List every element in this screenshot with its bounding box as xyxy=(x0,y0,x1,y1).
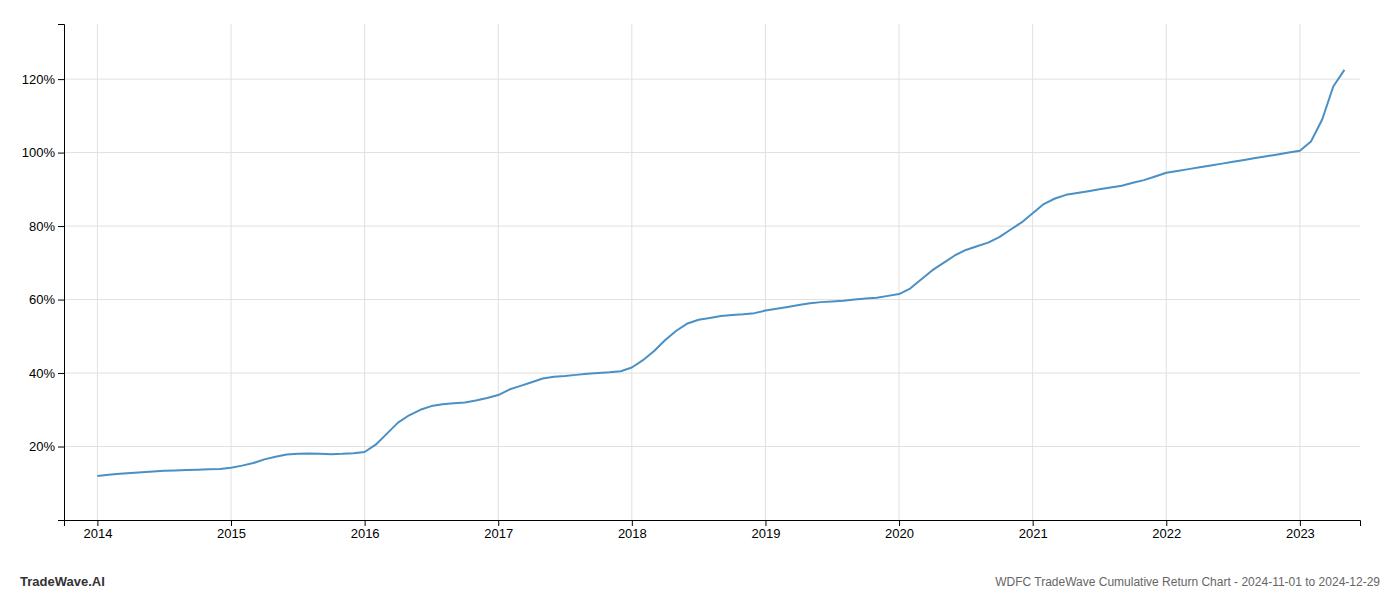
y-tick-mark xyxy=(58,153,64,154)
y-tick: 80% xyxy=(29,219,64,234)
y-tick-mark xyxy=(58,447,64,448)
y-grid-line xyxy=(64,446,1360,447)
x-grid-line xyxy=(1166,24,1167,520)
y-tick: 20% xyxy=(29,439,64,454)
y-tick-mark xyxy=(58,226,64,227)
y-tick-label: 80% xyxy=(29,219,55,234)
y-grid-line xyxy=(64,299,1360,300)
x-tick: 2017 xyxy=(484,520,513,541)
x-tick-mark xyxy=(1166,520,1167,526)
y-tick-label: 20% xyxy=(29,439,55,454)
x-tick: 2014 xyxy=(83,520,112,541)
x-grid-line xyxy=(1032,24,1033,520)
x-tick-mark xyxy=(498,520,499,526)
x-tick-mark xyxy=(1300,520,1301,526)
x-tick-mark xyxy=(231,520,232,526)
y-tick: 100% xyxy=(22,145,64,160)
x-tick-mark xyxy=(632,520,633,526)
y-grid-line xyxy=(64,79,1360,80)
x-tick: 2018 xyxy=(618,520,647,541)
x-grid-line xyxy=(631,24,632,520)
x-tick-label: 2017 xyxy=(484,526,513,541)
x-tick-label: 2019 xyxy=(751,526,780,541)
background xyxy=(0,0,1400,600)
x-tick: 2022 xyxy=(1152,520,1181,541)
y-tick-mark xyxy=(58,300,64,301)
x-tick: 2020 xyxy=(885,520,914,541)
x-tick: 2019 xyxy=(751,520,780,541)
y-tick-mark xyxy=(58,373,64,374)
x-tick-label: 2014 xyxy=(83,526,112,541)
x-tick: 2015 xyxy=(217,520,246,541)
x-tick-mark xyxy=(1033,520,1034,526)
y-tick-mark xyxy=(58,79,64,80)
x-tick-mark xyxy=(899,520,900,526)
x-grid-line xyxy=(364,24,365,520)
chart: 2014 2015 2016 2017 2018 2019 2020 2021 2022 2023… xyxy=(0,0,1400,600)
y-grid-line xyxy=(64,226,1360,227)
x-tick-label: 2022 xyxy=(1152,526,1181,541)
x-tick-label: 2018 xyxy=(618,526,647,541)
y-tick-label: 100% xyxy=(22,145,56,160)
x-tick-mark xyxy=(97,520,98,526)
x-grid-line xyxy=(899,24,900,520)
y-axis-line xyxy=(58,25,65,521)
x-grid-line xyxy=(231,24,232,520)
x-tick-label: 2016 xyxy=(351,526,380,541)
x-tick-label: 2015 xyxy=(217,526,246,541)
y-tick-label: 120% xyxy=(22,72,56,87)
y-axis: 20% 40% 60% 80% 100% 120% xyxy=(22,25,65,521)
title: WDFC TradeWave Cumulative Return Chart -… xyxy=(995,575,1380,589)
y-grid-line xyxy=(64,373,1360,374)
y-grid-line xyxy=(64,152,1360,153)
x-tick-mark xyxy=(365,520,366,526)
y-tick-label: 40% xyxy=(29,366,55,381)
x-tick-label: 2023 xyxy=(1286,526,1315,541)
x-grid-line xyxy=(1299,24,1300,520)
x-tick: 2023 xyxy=(1286,520,1315,541)
y-tick: 60% xyxy=(29,292,64,307)
y-tick: 40% xyxy=(29,366,64,381)
x-axis: 2014 2015 2016 2017 2018 2019 2020 2021 2022 2023 xyxy=(65,520,1361,541)
x-tick-label: 2020 xyxy=(885,526,914,541)
marks xyxy=(97,70,1344,476)
x-grid-line xyxy=(498,24,499,520)
y-tick-label: 60% xyxy=(29,292,55,307)
x-tick: 2016 xyxy=(351,520,380,541)
x-tick-mark xyxy=(765,520,766,526)
x-grid-line xyxy=(765,24,766,520)
grid xyxy=(64,24,1360,520)
x-tick-label: 2021 xyxy=(1019,526,1048,541)
line xyxy=(97,70,1344,476)
plot: 2014 2015 2016 2017 2018 2019 2020 2021 2022 2023… xyxy=(22,24,1361,541)
x-axis-line xyxy=(65,521,1361,527)
y-tick: 120% xyxy=(22,72,64,87)
watermark: TradeWave.AI xyxy=(20,574,105,589)
x-grid-line xyxy=(97,24,98,520)
x-tick: 2021 xyxy=(1019,520,1048,541)
